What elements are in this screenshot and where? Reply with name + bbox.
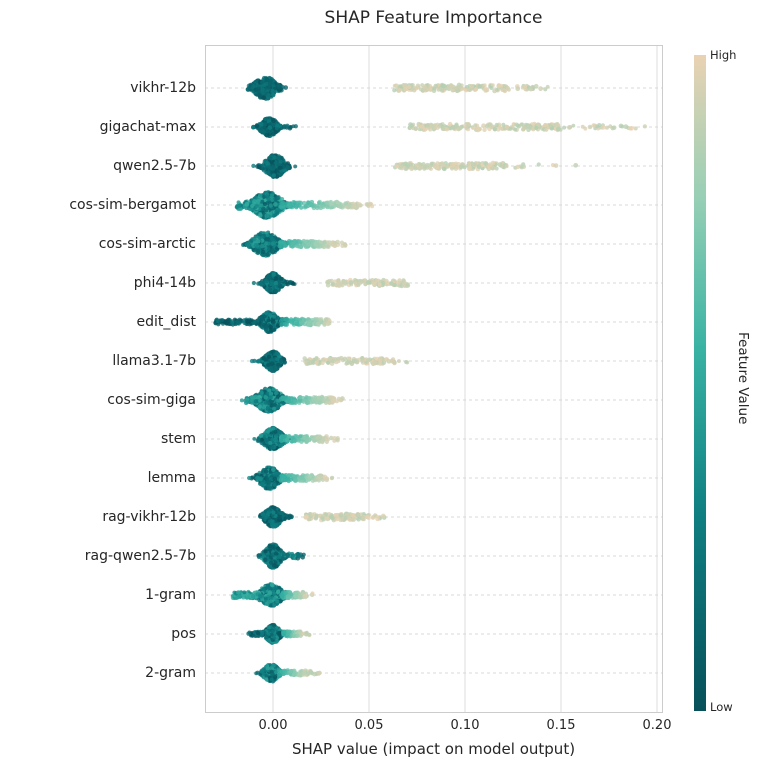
x-tick-label-0.10: 0.10 <box>450 718 480 733</box>
y-tick-label-gigachat-max: gigachat-max <box>99 119 196 135</box>
y-tick-label-2-gram: 2-gram <box>145 665 196 681</box>
x-tick-label-0.05: 0.05 <box>354 718 384 733</box>
y-tick-label-vikhr-12b: vikhr-12b <box>130 80 196 96</box>
y-tick-label-rag-vikhr-12b: rag-vikhr-12b <box>102 509 196 525</box>
x-tick-label-0.00: 0.00 <box>258 718 288 733</box>
y-tick-label-1-gram: 1-gram <box>145 587 196 603</box>
chart-title: SHAP Feature Importance <box>324 8 543 28</box>
colorbar-title: Feature Value <box>735 332 751 425</box>
x-tick-label-0.15: 0.15 <box>546 718 576 733</box>
x-axis-label: SHAP value (impact on model output) <box>291 740 576 758</box>
y-tick-label-llama3.1-7b: llama3.1-7b <box>112 353 196 369</box>
colorbar-high-label: High <box>710 48 737 62</box>
y-tick-label-cos-sim-bergamot: cos-sim-bergamot <box>69 197 196 213</box>
y-tick-label-cos-sim-arctic: cos-sim-arctic <box>98 236 196 252</box>
y-tick-label-cos-sim-giga: cos-sim-giga <box>107 392 196 408</box>
y-tick-label-qwen2.5-7b: qwen2.5-7b <box>113 158 196 174</box>
y-tick-label-stem: stem <box>160 431 196 447</box>
y-tick-label-lemma: lemma <box>147 470 196 486</box>
y-tick-label-pos: pos <box>171 626 196 642</box>
y-tick-label-edit_dist: edit_dist <box>136 314 196 330</box>
y-tick-label-phi4-14b: phi4-14b <box>133 275 196 291</box>
colorbar-low-label: Low <box>710 700 733 714</box>
x-tick-label-0.20: 0.20 <box>642 718 672 733</box>
colorbar <box>694 55 706 711</box>
y-tick-label-rag-qwen2.5-7b: rag-qwen2.5-7b <box>84 548 196 564</box>
